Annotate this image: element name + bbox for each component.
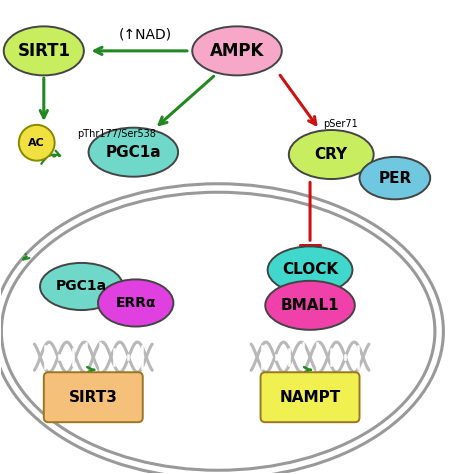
Ellipse shape <box>40 263 123 310</box>
Text: BMAL1: BMAL1 <box>281 298 339 313</box>
Text: CLOCK: CLOCK <box>282 263 338 277</box>
Ellipse shape <box>359 157 430 199</box>
FancyBboxPatch shape <box>44 372 143 422</box>
Text: AMPK: AMPK <box>210 42 264 60</box>
Text: (↑NAD): (↑NAD) <box>118 27 172 41</box>
Text: NAMPT: NAMPT <box>279 390 341 405</box>
Ellipse shape <box>4 27 84 75</box>
Ellipse shape <box>0 184 443 474</box>
Text: CRY: CRY <box>315 147 348 162</box>
Ellipse shape <box>1 192 435 470</box>
Text: pThr177/Ser538: pThr177/Ser538 <box>77 129 156 139</box>
Text: ERRα: ERRα <box>116 296 156 310</box>
Text: SIRT1: SIRT1 <box>17 42 70 60</box>
Ellipse shape <box>89 128 178 177</box>
Ellipse shape <box>268 246 353 293</box>
Text: AC: AC <box>28 138 45 148</box>
FancyBboxPatch shape <box>261 372 359 422</box>
Text: PGC1a: PGC1a <box>106 145 161 160</box>
Ellipse shape <box>265 281 355 330</box>
Text: PER: PER <box>378 171 411 186</box>
Text: pSer71: pSer71 <box>323 119 358 129</box>
Ellipse shape <box>192 27 282 75</box>
Ellipse shape <box>98 279 173 327</box>
Ellipse shape <box>289 130 374 179</box>
Text: PGC1a: PGC1a <box>56 280 107 293</box>
Ellipse shape <box>19 125 55 161</box>
Text: SIRT3: SIRT3 <box>69 390 118 405</box>
